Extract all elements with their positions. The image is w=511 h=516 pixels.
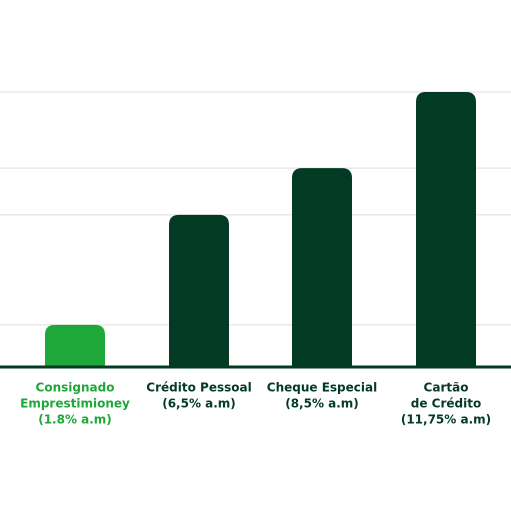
bar	[45, 324, 105, 367]
x-tick-label: Emprestimioney	[20, 397, 130, 411]
x-tick-label: (11,75% a.m)	[401, 413, 491, 427]
x-tick-label: (8,5% a.m)	[285, 397, 359, 411]
x-tick-label: Cheque Especial	[267, 381, 377, 395]
x-tick-label: Crédito Pessoal	[146, 381, 251, 395]
x-tick-label: Consignado	[36, 381, 115, 395]
bar	[416, 92, 476, 367]
x-tick-label: de Crédito	[411, 397, 481, 411]
x-tick-label: (1.8% a.m)	[38, 413, 112, 427]
x-tick-label: Cartão	[424, 381, 469, 395]
x-tick-label: (6,5% a.m)	[162, 397, 236, 411]
bar	[292, 168, 352, 367]
bar	[169, 214, 229, 367]
